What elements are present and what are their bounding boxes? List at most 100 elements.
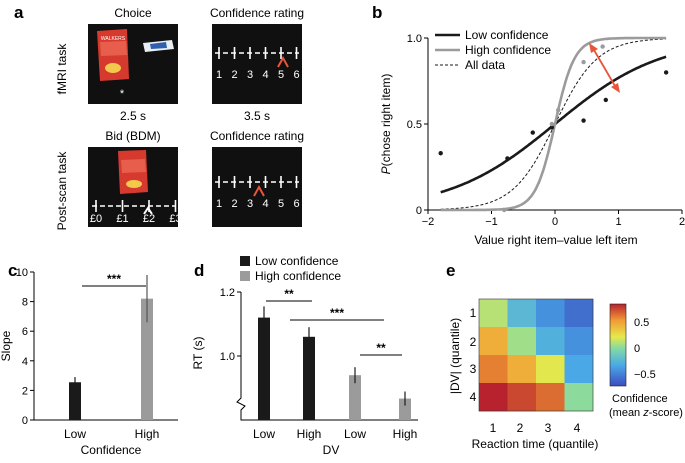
chocolate-bar-image bbox=[143, 40, 174, 52]
d-bar-high-1 bbox=[303, 336, 315, 420]
fixation-star: * bbox=[120, 88, 125, 100]
c-ytick-0: 0 bbox=[22, 415, 28, 427]
e-cell-r4-c1 bbox=[479, 383, 508, 412]
e-cell-r3-c2 bbox=[507, 355, 537, 384]
panel-c-label: c bbox=[8, 261, 17, 280]
b-ytick-0: 0 bbox=[416, 205, 422, 217]
panel-b: b 0 0.5 1.0 −2 −1 0 1 2 Value right item… bbox=[372, 3, 685, 247]
e-cell-r1-c2 bbox=[507, 299, 537, 328]
d-legend-low: Low confidence bbox=[255, 254, 339, 268]
e-ytick-1: 1 bbox=[470, 306, 477, 320]
b-y-label-rest: (chose right item) bbox=[379, 74, 393, 167]
e-xtick-3: 3 bbox=[545, 421, 552, 435]
e-cell-r4-c4 bbox=[564, 383, 594, 412]
b-high-point-3 bbox=[581, 59, 586, 65]
rating-number-5: 5 bbox=[278, 198, 284, 210]
d-significance-1: ** bbox=[284, 287, 294, 301]
bid-value-2: £2 bbox=[143, 213, 155, 225]
bid-title: Bid (BDM) bbox=[105, 129, 160, 143]
b-high-point-1 bbox=[549, 121, 555, 127]
d-xtick-1: Low bbox=[253, 427, 275, 441]
confidence-duration: 3.5 s bbox=[244, 109, 270, 123]
e-y-label: |DV| (quantile) bbox=[448, 318, 462, 394]
e-cell-r3-c4 bbox=[564, 355, 594, 384]
rating-number-4: 4 bbox=[262, 69, 268, 81]
panel-c: c 0 2 4 6 8 10 Low High Confidence Slope… bbox=[0, 261, 178, 457]
legend-all-data: All data bbox=[465, 58, 505, 72]
b-low-point-1 bbox=[505, 156, 510, 161]
d-axis-ticks bbox=[237, 291, 241, 357]
post-scan-task-label: Post-scan task bbox=[55, 151, 69, 231]
b-high-point-4 bbox=[600, 44, 605, 49]
c-ytick-2: 2 bbox=[22, 385, 28, 397]
c-xtick-high: High bbox=[135, 427, 160, 441]
b-high-point-0 bbox=[502, 207, 507, 213]
b-low-point-3 bbox=[549, 125, 555, 130]
rating-number-2: 2 bbox=[231, 69, 237, 81]
e-colorbar-label-2: (mean z-score) bbox=[609, 407, 683, 419]
choice-duration: 2.5 s bbox=[120, 109, 146, 123]
rating-scale-ticks bbox=[218, 47, 298, 59]
e-colorbar-tick-0.5: 0.5 bbox=[634, 317, 649, 329]
c-ytick-10: 10 bbox=[16, 267, 28, 279]
d-xtick-2: High bbox=[297, 427, 322, 441]
crisps-packet-image-bid bbox=[118, 150, 148, 194]
d-xtick-4: High bbox=[393, 427, 418, 441]
d-legend: Low confidence High confidence bbox=[240, 254, 341, 283]
b-xtick-2: 2 bbox=[679, 216, 685, 228]
e-ytick-3: 3 bbox=[470, 362, 477, 376]
b-xtick-minus2: −2 bbox=[422, 216, 435, 228]
e-xtick-2: 2 bbox=[517, 421, 524, 435]
d-significance-2: *** bbox=[330, 306, 344, 320]
e-cell-r4-c2 bbox=[507, 383, 537, 412]
e-ytick-2: 2 bbox=[470, 335, 477, 349]
b-high-confidence-curve bbox=[440, 36, 667, 212]
b-x-label: Value right item–value left item bbox=[474, 233, 637, 247]
b-low-confidence-points bbox=[438, 70, 669, 161]
bid-scale-values: £0 £1 £2 £3 bbox=[90, 213, 182, 225]
c-y-tick-labels: 0 2 4 6 8 10 bbox=[16, 267, 28, 427]
e-cell-r3-c3 bbox=[536, 355, 565, 384]
b-xtick-0: 0 bbox=[552, 216, 558, 228]
panel-a: a fMRI task Post-scan task Choice Confid… bbox=[14, 3, 304, 230]
c-bar-high bbox=[141, 298, 153, 420]
crisps-brand-text: WALKERS bbox=[101, 36, 126, 42]
crisps-packet-image: WALKERS bbox=[97, 29, 129, 81]
panel-b-label: b bbox=[372, 3, 382, 22]
e-cell-r3-c1 bbox=[479, 355, 508, 384]
e-cell-r2-c2 bbox=[507, 327, 537, 356]
d-legend-high-swatch bbox=[240, 271, 250, 281]
e-cell-r1-c1 bbox=[479, 299, 508, 328]
e-cell-r2-c4 bbox=[564, 327, 594, 356]
rating-number-1: 1 bbox=[216, 198, 222, 210]
b-xtick-1: 1 bbox=[615, 216, 621, 228]
d-y-label: RT (s) bbox=[191, 337, 205, 370]
d-bar-high-2 bbox=[399, 398, 411, 420]
e-colorbar-tick-0: 0 bbox=[634, 343, 640, 355]
panel-e: e 1 2 3 4 1 2 3 4 Reaction time (quantil… bbox=[446, 261, 683, 451]
e-xtick-1: 1 bbox=[490, 421, 497, 435]
choice-title: Choice bbox=[114, 6, 152, 20]
e-cell-r2-c3 bbox=[536, 327, 565, 356]
legend-low-confidence: Low confidence bbox=[465, 28, 549, 42]
b-legend: Low confidence High confidence All data bbox=[435, 28, 551, 72]
rating-marker-arrow bbox=[277, 55, 289, 68]
d-axes-with-break bbox=[236, 292, 418, 421]
panel-a-label: a bbox=[14, 3, 24, 22]
e-cell-r4-c3 bbox=[536, 383, 565, 412]
e-ytick-4: 4 bbox=[470, 390, 477, 404]
confidence-rating-title-1: Confidence rating bbox=[210, 6, 304, 20]
e-heatmap-border bbox=[478, 298, 594, 412]
e-cell-r1-c4 bbox=[564, 299, 594, 328]
panel-e-label: e bbox=[446, 261, 455, 280]
e-cell-r1-c3 bbox=[536, 299, 565, 328]
b-y-label: P(chose right item) bbox=[379, 74, 393, 175]
bid-marker-arrow bbox=[143, 206, 153, 215]
rating-number-6: 6 bbox=[293, 198, 299, 210]
rating-number-1: 1 bbox=[216, 69, 222, 81]
rating-number-3: 3 bbox=[247, 69, 253, 81]
